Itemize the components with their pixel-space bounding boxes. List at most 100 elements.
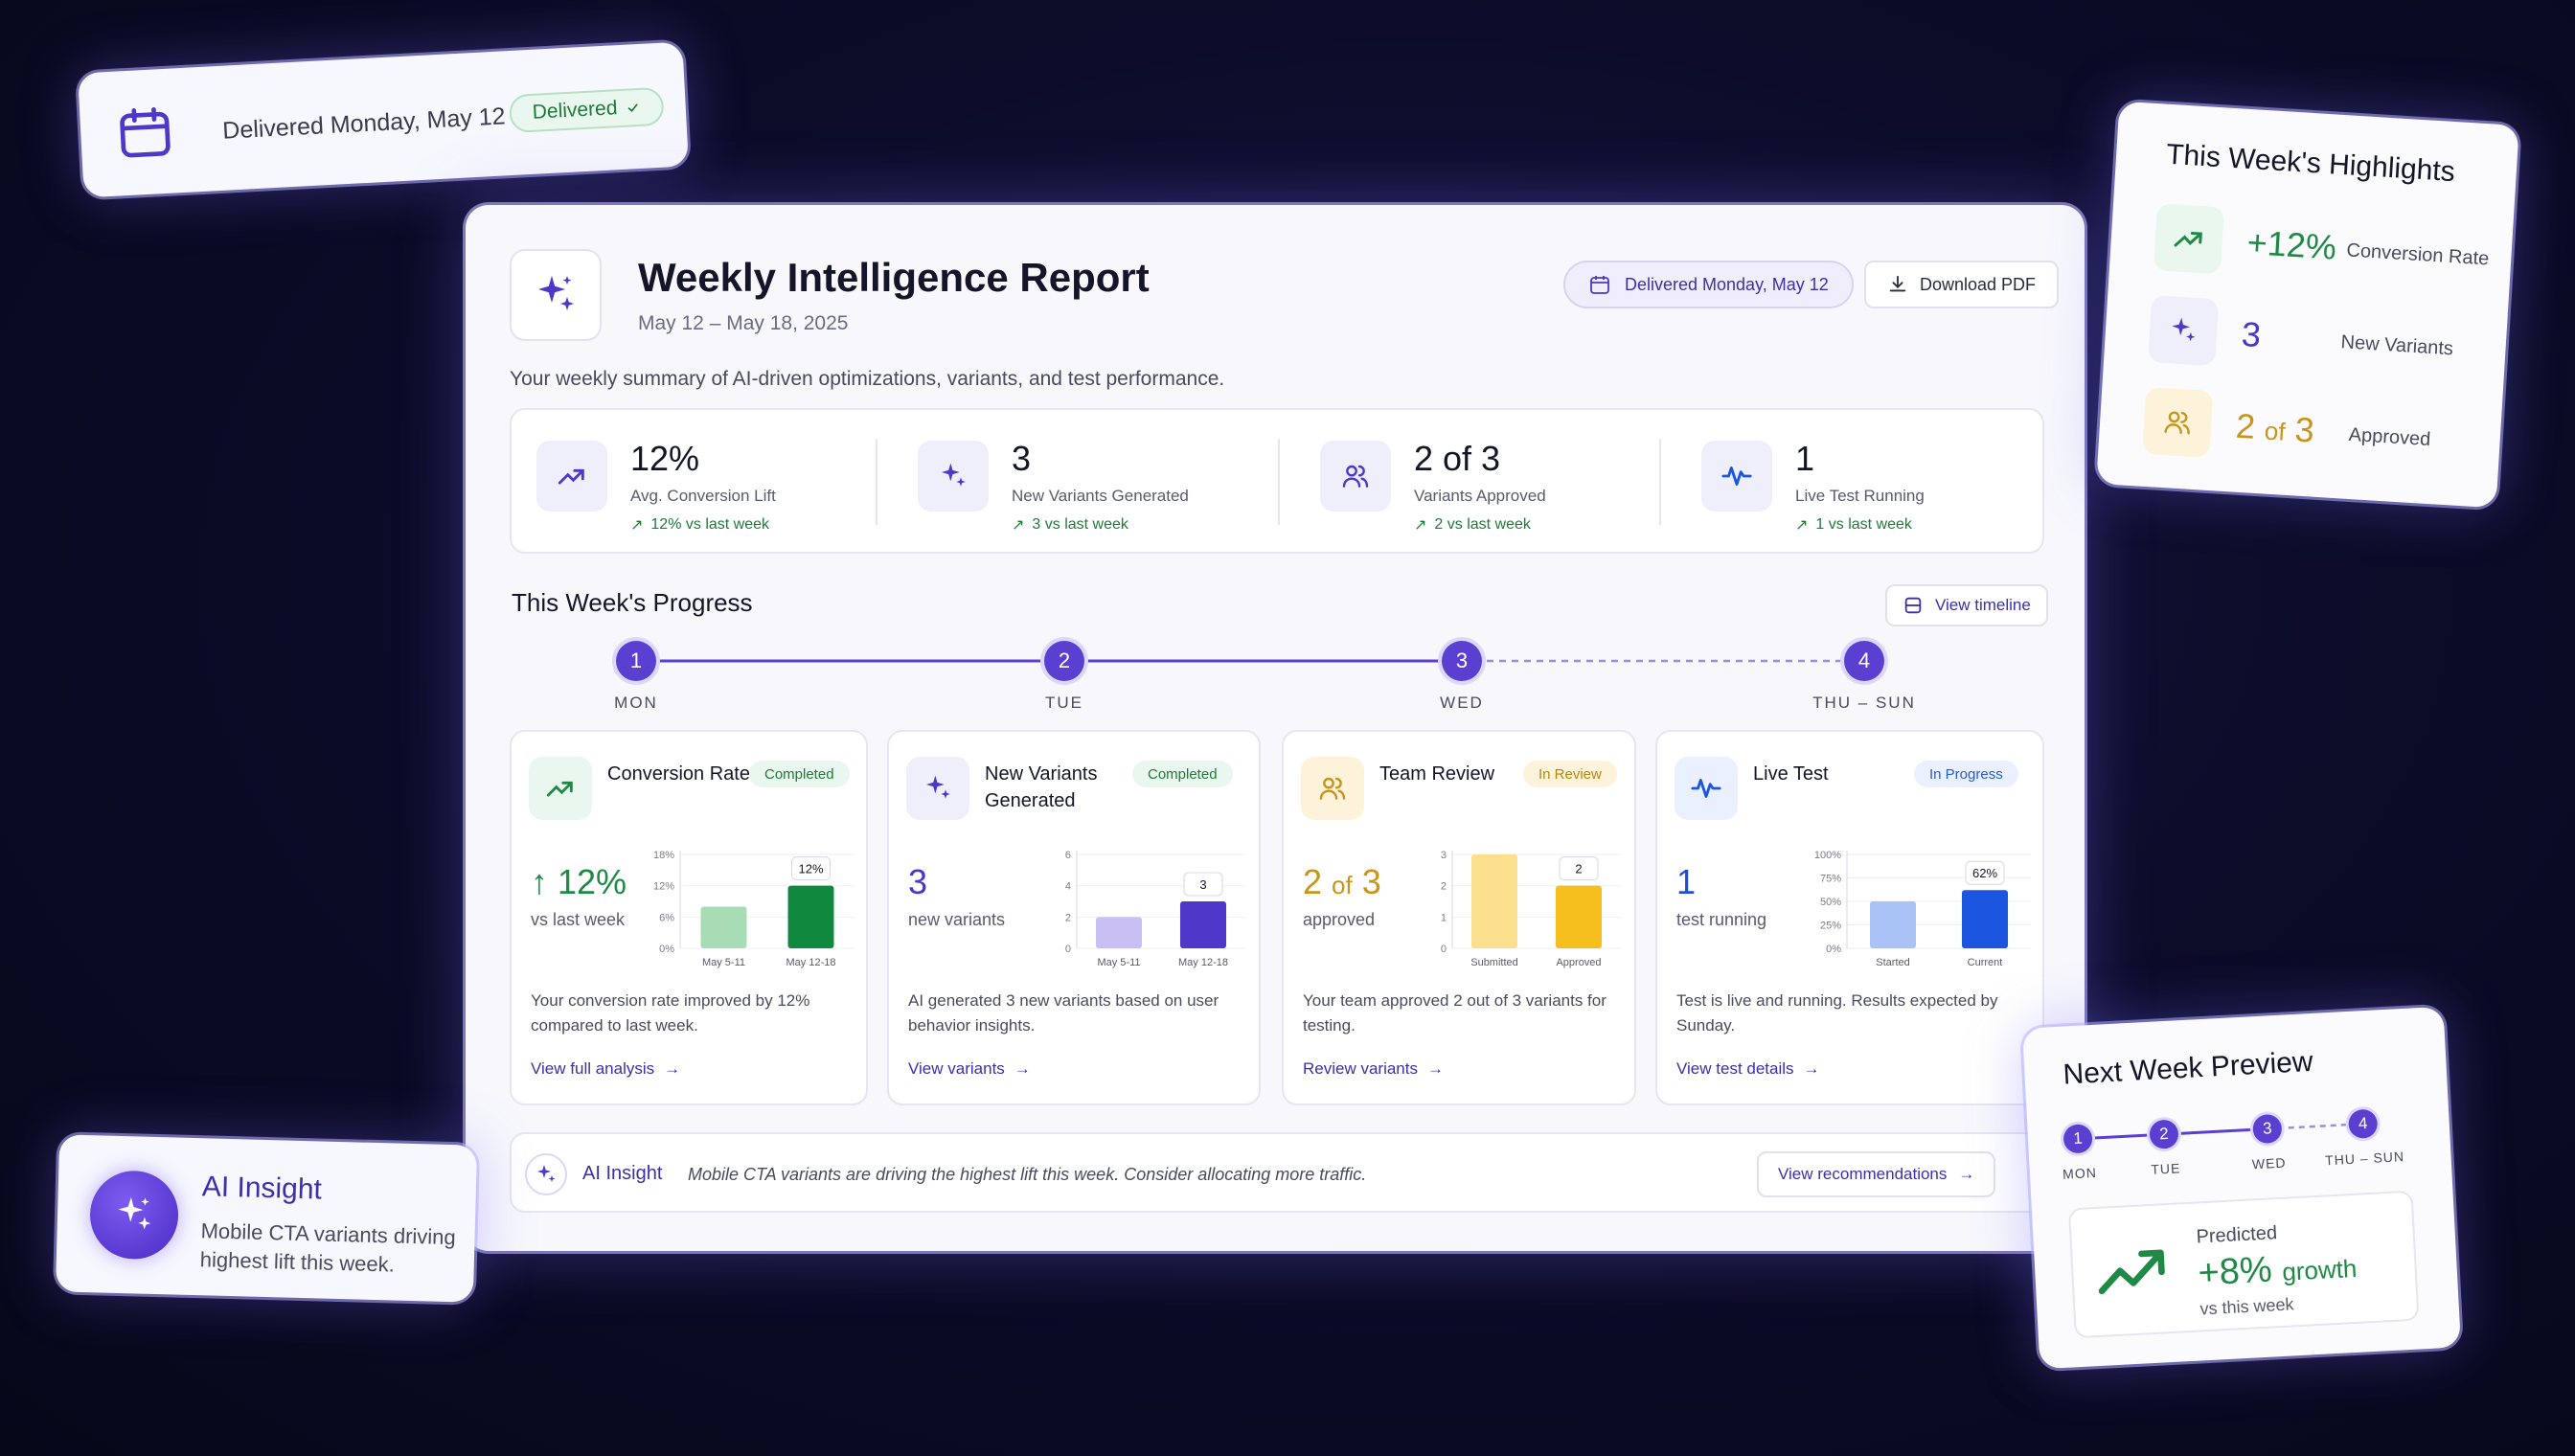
progress-timeline-lines: [636, 659, 1864, 663]
y-tick-label: 4: [1065, 881, 1071, 893]
x-tick-label: May 12-18: [786, 957, 836, 968]
view-full-analysis-link[interactable]: View full analysis →: [531, 1059, 680, 1079]
x-tick-label: May 5-11: [1097, 957, 1140, 968]
download-pdf-button[interactable]: Download PDF: [1864, 261, 2060, 308]
link-label: Review variants: [1303, 1059, 1418, 1078]
card-description: Test is live and running. Results expect…: [1676, 991, 1998, 1035]
view-recommendations-button[interactable]: View recommendations →: [1757, 1151, 1996, 1197]
highlight-value: +12%: [2245, 222, 2338, 267]
y-tick-label: 2: [1441, 881, 1447, 893]
status-badge: In Review: [1523, 761, 1617, 787]
divider: [1659, 439, 1661, 525]
x-tick-label: May 12-18: [1178, 957, 1228, 968]
status-badge: In Progress: [1914, 761, 2018, 787]
y-tick-label: 0: [1441, 944, 1447, 955]
view-timeline-button[interactable]: View timeline: [1885, 584, 2048, 626]
ai-insight-label: AI Insight: [582, 1163, 663, 1184]
card-subtext: new variants: [908, 910, 1006, 929]
review-variants-link[interactable]: Review variants →: [1303, 1059, 1444, 1079]
predicted-subtext: vs this week: [2199, 1294, 2294, 1319]
report-date-range: May 12 – May 18, 2025: [638, 312, 849, 334]
highlight-value: 2 of 3: [2235, 406, 2315, 451]
highlights-title: This Week's Highlights: [2165, 138, 2456, 189]
highlight-value: 3: [2240, 313, 2263, 355]
arrow-right-icon: →: [1803, 1059, 1820, 1078]
step-3-label: WED: [1440, 694, 1484, 712]
data-label: 2: [1575, 862, 1582, 876]
stat-delta-text: 12% vs last week: [650, 516, 770, 533]
stats-bar: 12% Avg. Conversion Lift ↗ 12% vs last we…: [510, 408, 2044, 554]
report-sparkle-icon: [510, 249, 602, 341]
next-week-title: Next Week Preview: [2062, 1045, 2314, 1091]
link-label: View full analysis: [531, 1059, 655, 1078]
arrow-right-icon: →: [1958, 1165, 1975, 1183]
card-live-test: Live Test In Progress 1 test running 0% 2…: [1655, 730, 2044, 1105]
card-description: Your team approved 2 out of 3 variants f…: [1303, 991, 1607, 1035]
progress-title: This Week's Progress: [512, 588, 753, 617]
highlight-label: Conversion Rate: [2345, 239, 2490, 270]
view-timeline-label: View timeline: [1935, 596, 2031, 614]
sparkle-icon: [525, 1153, 567, 1195]
step-3-dot: 3: [1442, 641, 1482, 681]
card-title: Live Test: [1753, 763, 1829, 785]
approved-count: 2: [2234, 405, 2257, 446]
conversion-rate-chart: 0% 6% 12% 18% May 5-11 May 12-18 12%: [653, 850, 855, 968]
users-icon: [1301, 757, 1364, 820]
x-tick-label: Approved: [1556, 957, 1601, 968]
card-title-line1: New Variants: [985, 763, 1098, 785]
y-tick-label: 6%: [659, 912, 674, 923]
data-label: 12%: [798, 862, 823, 876]
delivered-badge: Delivered: [508, 86, 665, 134]
card-title: Team Review: [1379, 763, 1495, 785]
card-big-value: 2 of 3: [1303, 862, 1381, 902]
arrow-right-icon: →: [1427, 1059, 1444, 1078]
arrow-up-icon: ↑: [531, 862, 548, 901]
pulse-icon: [1675, 757, 1738, 820]
next-step-3-label: WED: [2251, 1154, 2287, 1172]
data-label: 62%: [1972, 866, 1997, 880]
bar-may-5-11: [1096, 917, 1142, 948]
y-tick-label: 100%: [1814, 850, 1841, 861]
ai-insight-description: Mobile CTA variants driving highest lift…: [199, 1218, 457, 1277]
predicted-label: Predicted: [2196, 1222, 2278, 1248]
y-tick-label: 18%: [653, 850, 674, 861]
stat-value: 2 of 3: [1414, 439, 1501, 478]
live-test-chart: 0% 25% 50% 75% 100% Started Current 62%: [1814, 850, 2031, 968]
card-subtext: test running: [1676, 910, 1767, 929]
arrow-up-right-icon: ↗: [630, 517, 644, 534]
of-word: of: [2264, 416, 2287, 446]
bar-started: [1870, 901, 1916, 948]
stat-new-variants: 3 New Variants Generated ↗ 3 vs last week: [893, 410, 1276, 552]
arrow-up-right-icon: ↗: [1414, 517, 1427, 534]
download-icon: [1887, 274, 1908, 295]
card-description: Your conversion rate improved by 12% com…: [531, 991, 810, 1035]
card-conversion-rate: Conversion Rate Completed ↑ 12% vs last …: [510, 730, 868, 1105]
card-title-line2: Generated: [985, 790, 1076, 811]
bar-may-12-18: [1180, 901, 1226, 948]
users-icon: [2142, 386, 2214, 459]
y-tick-label: 75%: [1820, 874, 1841, 885]
report-summary: Your weekly summary of AI-driven optimiz…: [510, 368, 1225, 390]
stat-delta: ↗ 2 vs last week: [1414, 515, 1531, 535]
bar-may-12-18: [787, 885, 834, 948]
card-subtext: vs last week: [531, 910, 626, 929]
new-variants-chart: 0 2 4 6 May 5-11 May 12-18 3: [1065, 850, 1245, 968]
stat-label: Variants Approved: [1414, 487, 1546, 505]
delivered-pill-label: Delivered Monday, May 12: [1625, 274, 1829, 294]
y-tick-label: 6: [1065, 850, 1071, 861]
next-week-preview-card: Next Week Preview 1 2 3 4 MON TUE WED TH…: [2021, 1006, 2462, 1370]
card-title: Conversion Rate: [607, 763, 750, 785]
ai-insight-strip: AI Insight Mobile CTA variants are drivi…: [510, 1132, 2044, 1213]
card-subtext: approved: [1303, 910, 1376, 929]
view-test-details-link[interactable]: View test details →: [1676, 1059, 1820, 1079]
stat-value: 3: [1012, 439, 1032, 478]
stat-delta: ↗ 1 vs last week: [1795, 515, 1912, 535]
stat-delta: ↗ 12% vs last week: [630, 515, 769, 535]
stat-label: Live Test Running: [1795, 487, 1925, 505]
card-title: New Variants Generated: [985, 761, 1097, 814]
stat-delta-text: 2 vs last week: [1434, 516, 1531, 533]
step-4-dot: 4: [1844, 641, 1884, 681]
view-variants-link[interactable]: View variants →: [908, 1059, 1031, 1079]
next-step-4-label: THU – SUN: [2324, 1149, 2405, 1169]
delivered-badge-label: Delivered: [532, 97, 619, 124]
